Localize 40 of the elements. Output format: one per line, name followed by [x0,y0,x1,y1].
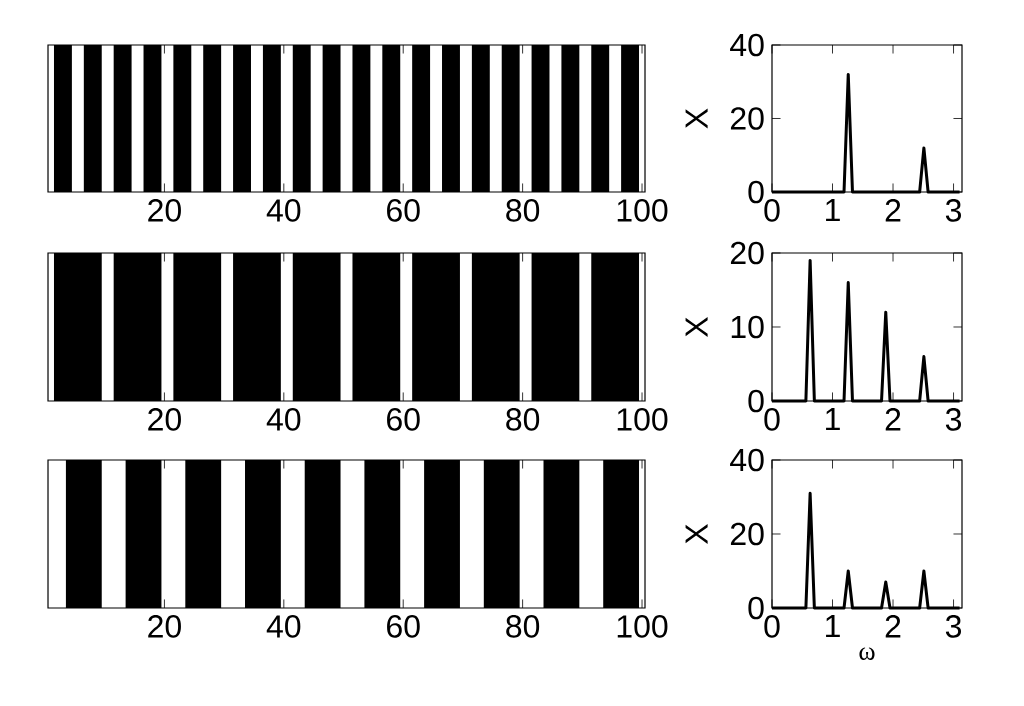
x-tick-label: 3 [945,408,962,431]
x-tick-label: 80 [506,408,540,431]
y-tick-label: 0 [748,596,764,620]
y-tick-label: 20 [730,241,764,265]
x-tick-label: 60 [387,615,420,638]
y-axis-title: X [685,316,708,337]
y-tick-label: 40 [730,448,764,472]
x-tick-label: 3 [945,615,962,638]
y-axis-title: X [685,108,708,129]
x-tick-label: 0 [764,199,780,222]
y-tick-label: 20 [730,107,764,130]
x-tick-label: 100 [617,199,668,222]
x-tick-label: 80 [506,199,540,222]
x-tick-label: 2 [885,615,901,638]
y-axis-title: X [685,523,708,544]
x-tick-label: 40 [266,408,301,431]
x-tick-label: 80 [506,615,540,638]
x-tick-label: 100 [617,615,668,638]
x-tick-label: 100 [617,408,668,431]
x-tick-label: 1 [826,615,840,638]
x-tick-label: 2 [885,408,901,431]
x-tick-label: 20 [148,615,181,638]
y-tick-label: 40 [730,33,764,57]
y-tick-label: 20 [730,522,764,546]
x-tick-label: 60 [387,408,420,431]
x-tick-label: 20 [148,199,181,222]
y-tick-label: 0 [748,389,764,413]
x-tick-label: 0 [764,615,780,638]
x-tick-label: 2 [885,199,901,222]
x-tick-label: 40 [266,199,301,222]
x-tick-label: 40 [266,615,301,638]
y-tick-label: 0 [748,180,764,204]
x-tick-label: 20 [148,408,181,431]
x-tick-label: 1 [826,408,840,431]
x-axis-title: ω [859,647,875,660]
x-tick-label: 1 [826,199,840,222]
x-tick-label: 0 [764,408,780,431]
x-tick-label: 60 [387,199,420,222]
y-tick-label: 10 [731,315,764,339]
x-tick-label: 3 [945,199,962,222]
